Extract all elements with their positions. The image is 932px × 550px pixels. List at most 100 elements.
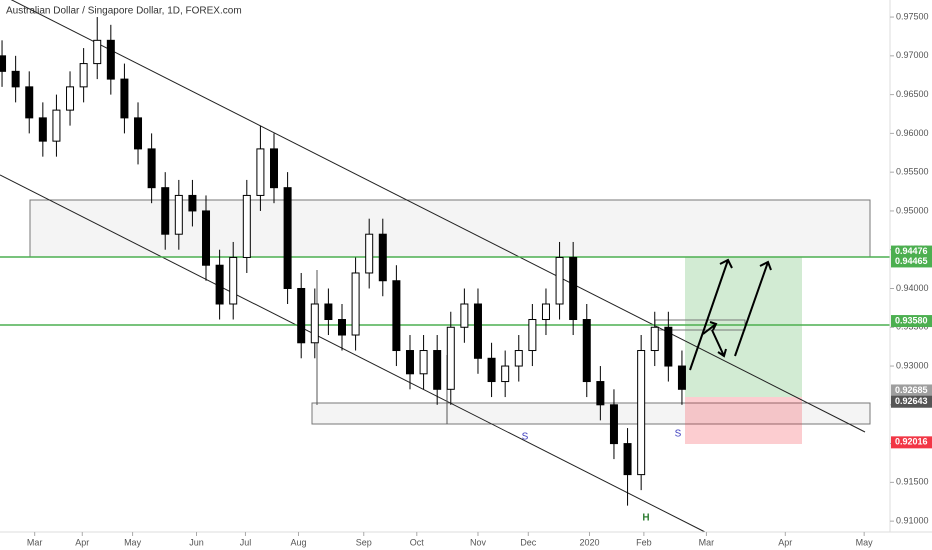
drawings <box>0 0 890 533</box>
x-tick-label: Apr <box>778 537 792 547</box>
arrow <box>702 321 718 335</box>
candle-body <box>106 39 115 80</box>
arrows <box>689 258 772 371</box>
arrow <box>734 260 772 357</box>
candle-body <box>337 319 346 336</box>
candle-body <box>596 381 605 406</box>
candle-body <box>147 148 156 189</box>
candle-body <box>609 404 618 445</box>
candle-body <box>174 194 183 235</box>
candle-body <box>392 280 401 352</box>
candle-body <box>242 194 251 258</box>
trend-line <box>0 174 706 533</box>
x-tick-label: Oct <box>410 537 425 547</box>
candle-body <box>256 148 265 196</box>
x-tick-label: 2020 <box>579 537 599 547</box>
x-tick-label: Feb <box>636 537 652 547</box>
candle-body <box>188 194 197 212</box>
y-tick-label: 0.97000 <box>896 50 929 60</box>
y-tick-label: 0.95000 <box>896 205 929 215</box>
candle-body <box>52 109 61 142</box>
candle-body <box>541 303 550 321</box>
candle-body <box>405 350 414 375</box>
price-badge-label: 0.92643 <box>895 396 928 406</box>
candle-body <box>120 78 129 119</box>
x-tick-label: Dec <box>520 537 537 547</box>
candle-body <box>378 233 387 282</box>
chart-title: Australian Dollar / Singapore Dollar, 1D… <box>6 6 242 17</box>
candle-body <box>283 187 292 289</box>
y-tick-label: 0.91000 <box>896 516 929 526</box>
candle-body <box>528 319 537 352</box>
candle-body <box>79 63 88 88</box>
trend-line <box>10 0 866 433</box>
price-badge <box>891 255 932 268</box>
candle-body <box>419 350 428 375</box>
price-badge-label: 0.92685 <box>895 385 928 395</box>
candle-body <box>623 443 632 476</box>
price-badge-label: 0.94476 <box>895 246 928 256</box>
candle-body <box>324 303 333 321</box>
candle-body <box>433 350 442 390</box>
candle-body <box>555 256 564 305</box>
arrow <box>711 329 727 358</box>
y-tick-label: 0.93000 <box>896 360 929 370</box>
candle-body <box>0 55 7 72</box>
candle-body <box>460 303 469 328</box>
candle-body <box>229 256 238 305</box>
candle-body <box>297 287 306 344</box>
annotation: S <box>675 429 682 440</box>
x-tick-label: May <box>856 537 874 547</box>
price-badge-label: 0.92016 <box>895 437 928 447</box>
candle-body <box>161 187 170 235</box>
candle-body <box>650 326 659 352</box>
candle-body <box>582 319 591 383</box>
candle-body <box>66 86 75 111</box>
price-badge <box>891 395 932 408</box>
x-tick-label: Sep <box>356 537 372 547</box>
y-tick-label: 0.96000 <box>896 128 929 138</box>
annotation: H <box>642 513 649 524</box>
price-badge <box>891 436 932 449</box>
x-tick-label: Jul <box>240 537 252 547</box>
y-tick-label: 0.91500 <box>896 477 929 487</box>
x-tick-label: May <box>124 537 142 547</box>
x-tick-label: Mar <box>699 537 715 547</box>
x-tick-label: Jun <box>189 537 204 547</box>
candle-body <box>310 303 319 344</box>
candle-body <box>202 210 211 266</box>
candle-body <box>487 357 496 383</box>
candle-body <box>569 256 578 321</box>
y-tick-label: 0.97500 <box>896 11 929 21</box>
target-zone <box>685 257 802 397</box>
candle-body <box>473 303 482 359</box>
stop-zone <box>685 397 802 444</box>
x-tick-label: Nov <box>470 537 487 547</box>
candle-body <box>270 148 279 189</box>
arrow <box>689 258 733 371</box>
candle-body <box>446 326 455 390</box>
zone-box <box>311 402 871 425</box>
candle-body <box>38 117 47 142</box>
candle-body <box>134 117 143 150</box>
candle-body <box>215 264 224 305</box>
candle-body <box>664 326 673 367</box>
candle-body <box>365 233 374 274</box>
candle-body <box>677 365 686 390</box>
candle-body <box>501 365 510 383</box>
price-badge-label: 0.93580 <box>895 315 928 325</box>
y-tick-label: 0.94000 <box>896 283 929 293</box>
x-tick-label: Mar <box>27 537 43 547</box>
candle-body <box>637 350 646 476</box>
candle-body <box>25 86 34 119</box>
candle-body <box>351 272 360 336</box>
y-tick-label: 0.95500 <box>896 167 929 177</box>
annotation: S <box>522 432 529 443</box>
candle-body <box>93 39 102 65</box>
price-badge <box>891 315 932 328</box>
zone-box <box>29 199 871 258</box>
price-badge-label: 0.94465 <box>895 256 928 266</box>
candle-body <box>11 70 20 88</box>
